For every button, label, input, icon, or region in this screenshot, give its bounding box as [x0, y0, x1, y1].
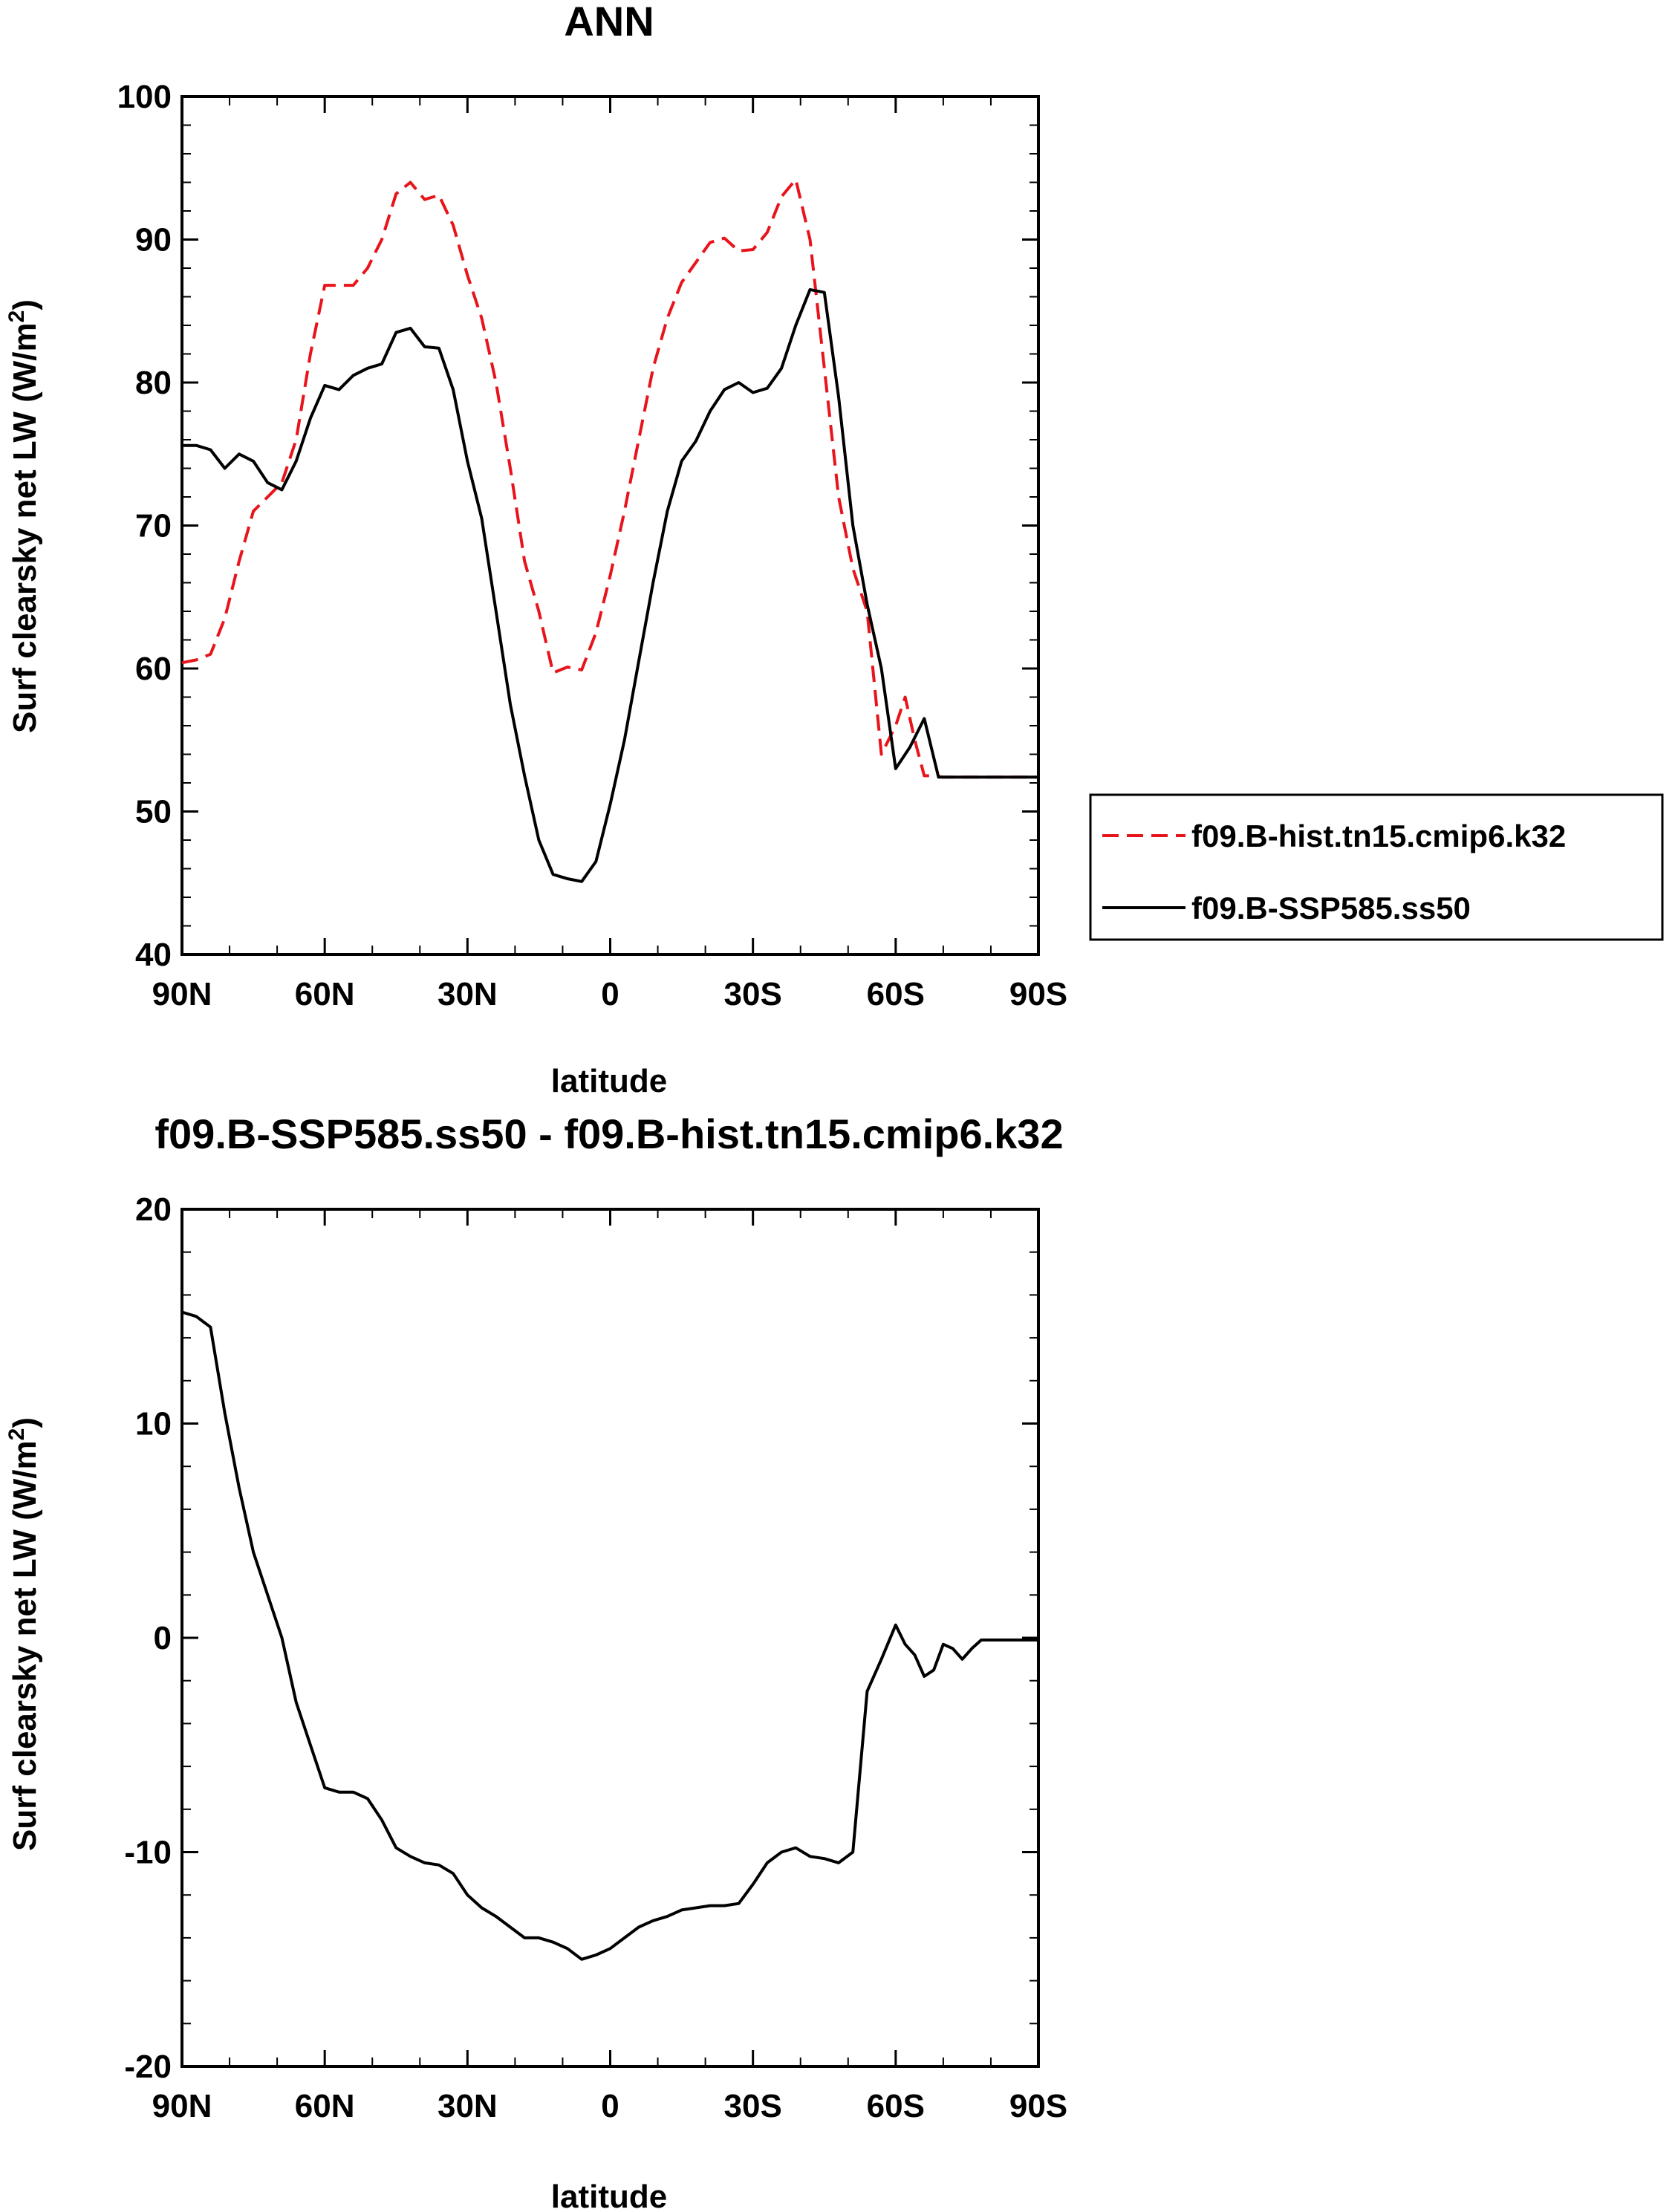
- x-tick-label: 90N: [152, 976, 212, 1012]
- y-tick-label: -10: [124, 1835, 172, 1871]
- y-axis-label-main: Surf clearsky net LW (W/m: [7, 322, 43, 733]
- chart-panel-difference: f09.B-SSP585.ss50 - f09.B-hist.tn15.cmip…: [4, 1110, 1067, 2212]
- series-line-ssp: [182, 287, 1038, 883]
- legend-label-hist: f09.B-hist.tn15.cmip6.k32: [1191, 819, 1566, 853]
- y-axis-label: Surf clearsky net LW (W/m2): [4, 299, 43, 733]
- legend: f09.B-hist.tn15.cmip6.k32 f09.B-SSP585.s…: [1089, 793, 1664, 941]
- y-axis-label-text: Surf clearsky net LW (W/m2): [4, 1417, 43, 1851]
- series-line-hist: [181, 178, 1038, 779]
- plot-area-border: [180, 1208, 1040, 2068]
- x-tick-label: 60S: [867, 2088, 925, 2124]
- y-tick-label: 50: [135, 794, 172, 830]
- x-axis-label: latitude: [551, 2179, 667, 2212]
- x-tick-label: 0: [601, 976, 619, 1012]
- y-axis-label-text: Surf clearsky net LW (W/m2): [4, 299, 43, 733]
- y-axis-label-superscript: 2: [4, 1428, 29, 1441]
- x-tick-label: 30S: [724, 976, 782, 1012]
- y-tick-label: 40: [135, 937, 172, 973]
- x-tick-label: 60N: [295, 976, 355, 1012]
- series-line-difference: [181, 1310, 1038, 1961]
- y-axis-label-close: ): [7, 299, 43, 310]
- x-tick-label: 90N: [152, 2088, 212, 2124]
- y-tick-label: -20: [124, 2049, 172, 2085]
- chart-title: f09.B-SSP585.ss50 - f09.B-hist.tn15.cmip…: [155, 1110, 1063, 1157]
- y-tick-label: 80: [135, 365, 172, 401]
- y-tick-label: 60: [135, 651, 172, 687]
- x-tick-label: 60N: [295, 2088, 355, 2124]
- plot-area-border: [180, 95, 1040, 956]
- y-axis-label-superscript: 2: [4, 310, 29, 323]
- axes-frame: 90N 60N 30N 0 30S 60S 90S 40 50 60 70 80 90 100: [117, 79, 1068, 1012]
- y-tick-label: 100: [117, 79, 172, 115]
- y-tick-label: 70: [135, 508, 172, 544]
- axes-frame: 90N 60N 30N 0 30S 60S 90S -20 -10 0 10 20: [124, 1191, 1067, 2124]
- legend-label-ssp: f09.B-SSP585.ss50: [1191, 891, 1471, 926]
- chart-panel-annual: ANN Surf clearsky net LW (W/m2) latitude…: [4, 0, 1664, 1099]
- y-tick-label: 10: [135, 1406, 172, 1442]
- y-tick-label: 20: [135, 1191, 172, 1228]
- x-axis-label: latitude: [551, 1063, 667, 1099]
- y-tick-label: 90: [135, 222, 172, 258]
- x-tick-label: 30N: [438, 976, 498, 1012]
- x-tick-label: 30N: [438, 2088, 498, 2124]
- legend-box: [1089, 793, 1664, 941]
- x-tick-label: 60S: [867, 976, 925, 1012]
- x-tick-label: 30S: [724, 2088, 782, 2124]
- x-tick-label: 90S: [1009, 2088, 1067, 2124]
- series-group: [181, 178, 1038, 883]
- x-tick-label: 0: [601, 2088, 619, 2124]
- chart-title: ANN: [564, 0, 654, 45]
- x-tick-label: 90S: [1009, 976, 1067, 1012]
- series-group: [181, 1310, 1038, 1961]
- y-tick-label: 0: [154, 1620, 172, 1656]
- y-axis-label-main: Surf clearsky net LW (W/m: [7, 1440, 43, 1851]
- y-axis-label-close: ): [7, 1417, 43, 1428]
- y-axis-label: Surf clearsky net LW (W/m2): [4, 1417, 43, 1851]
